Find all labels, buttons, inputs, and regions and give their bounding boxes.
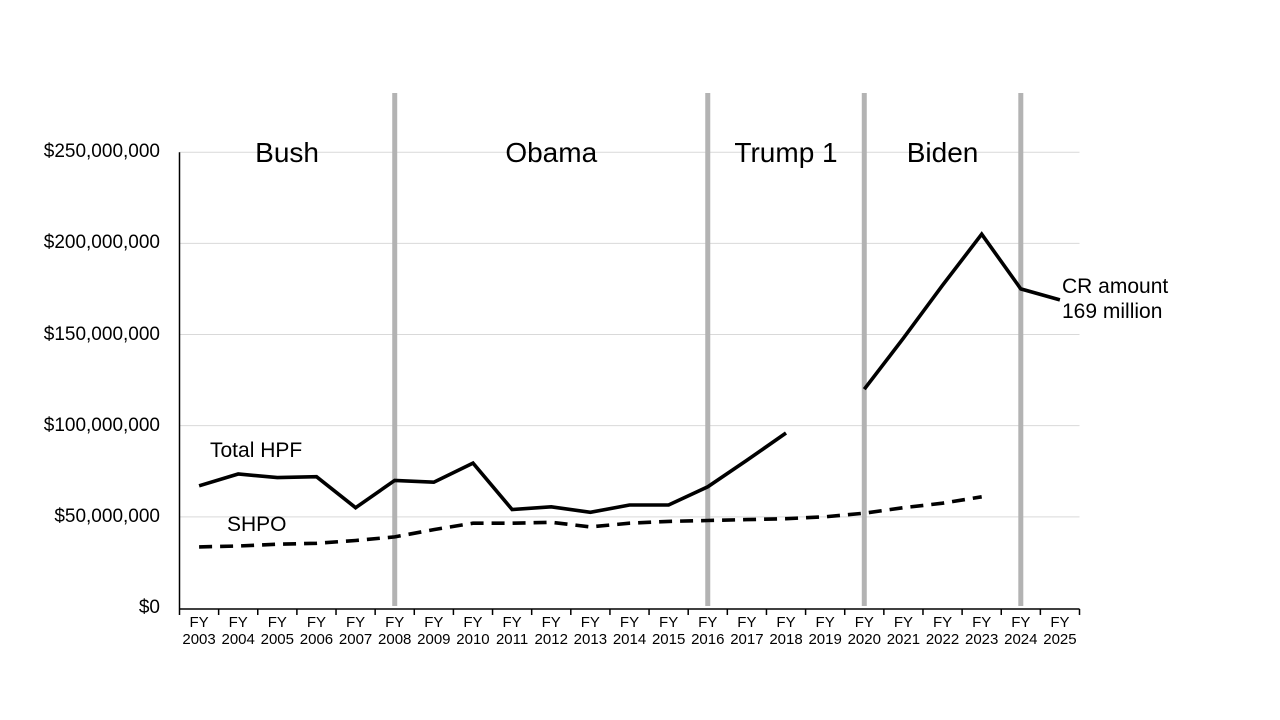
x-tick-label-year: 2004 [221,631,255,648]
x-tick-label-prefix: FY [424,614,444,631]
y-tick-label: $250,000,000 [43,141,160,163]
x-tick-label-year: 2022 [925,631,960,648]
era-label-trump-1: Trump 1 [734,137,838,168]
x-tick-label-prefix: FY [893,614,913,631]
x-tick-label: FY 2009 [417,614,450,648]
x-tick-label-prefix: FY [189,614,209,631]
x-tick-label-prefix: FY [580,614,600,631]
x-tick-label-year: 2005 [260,631,294,648]
x-tick-label-year: 2010 [456,631,490,648]
x-tick-label-prefix: FY [385,614,405,631]
x-tick-label-year: 2019 [808,631,842,648]
x-tick-label-year: 2012 [534,631,568,648]
x-tick-label: FY 2020 [848,614,881,648]
x-tick-label: FY 2006 [300,614,333,648]
x-tick-label: FY 2022 [926,614,959,648]
y-tick-label: $100,000,000 [43,414,160,436]
series-label-shpo: SHPO [227,513,287,536]
x-tick-label-prefix: FY [1050,614,1070,631]
x-tick-label-prefix: FY [737,614,757,631]
era-label-bush: Bush [255,137,320,168]
x-tick-label-prefix: FY [854,614,874,631]
x-tick-label: FY 2018 [769,614,802,648]
x-tick-label: FY 2023 [965,614,998,648]
x-tick-label-prefix: FY [463,614,483,631]
x-tick-label-prefix: FY [815,614,835,631]
x-tick-label-year: 2016 [691,631,725,648]
x-tick-label-prefix: FY [502,614,522,631]
x-tick-label: FY 2012 [535,614,568,648]
x-tick-label-year: 2011 [495,631,529,648]
x-tick-label-prefix: FY [228,614,248,631]
x-tick-label: FY 2021 [887,614,920,648]
x-tick-label-year: 2021 [886,631,921,648]
era-label-biden: Biden [906,137,979,168]
x-tick-label-year: 2007 [338,631,373,648]
x-tick-label-prefix: FY [345,614,366,631]
x-tick-label-year: 2014 [612,631,647,648]
series-line-total-hpf [198,231,1061,515]
x-tick-label-prefix: FY [659,614,679,631]
x-tick-label: FY 2011 [496,614,528,648]
x-tick-label-year: 2025 [1043,631,1077,648]
x-tick-label: FY 2008 [378,614,411,648]
x-tick-label: FY 2014 [613,614,646,648]
x-tick-label: FY 2025 [1043,614,1076,648]
x-tick-label-prefix: FY [776,614,796,631]
x-tick-label-prefix: FY [541,614,561,631]
x-tick-label-year: 2008 [378,631,412,648]
x-tick-label: FY 2024 [1004,614,1037,648]
series-label-total-hpf: Total HPF [210,439,303,462]
x-tick-label-year: 2017 [730,631,764,648]
x-tick-label: FY 2010 [456,614,489,648]
x-tick-label-year: 2015 [651,631,686,648]
x-tick-label: FY 2013 [574,614,607,648]
x-tick-label: FY 2003 [182,614,215,648]
x-tick-label-year: 2020 [847,631,881,648]
cr-annotation-line2: 169 million [1062,300,1163,323]
y-tick-label: $0 [138,597,160,618]
x-tick-label-prefix: FY [698,614,718,631]
x-tick-label: FY 2015 [652,614,685,648]
x-tick-label: FY 2017 [730,614,763,648]
era-label-obama: Obama [505,137,598,168]
cr-annotation-line1: CR amount [1062,275,1169,298]
x-tick-label-year: 2006 [299,631,334,648]
x-tick-label-year: 2009 [417,631,451,648]
x-tick-label-year: 2023 [964,631,999,648]
x-tick-label-prefix: FY [1011,614,1031,631]
x-tick-label: FY 2019 [808,614,841,648]
x-tick-label-year: 2018 [769,631,803,648]
x-tick-label-prefix: FY [932,614,953,631]
x-tick-label-prefix: FY [619,614,640,631]
x-tick-label-year: 2003 [182,631,216,648]
x-tick-label-year: 2024 [1004,631,1038,648]
series-line-shpo [199,495,982,549]
x-tick-label-prefix: FY [972,614,992,631]
y-tick-label: $50,000,000 [54,505,160,527]
y-tick-label: $200,000,000 [43,232,160,254]
x-tick-label: FY 2005 [261,614,294,648]
x-tick-label: FY 2016 [691,614,724,648]
x-tick-label: FY 2007 [339,614,372,648]
x-tick-label-prefix: FY [306,614,327,631]
y-tick-label: $150,000,000 [43,323,160,345]
cr-amount-annotation: CR amount 169 million [1062,274,1168,324]
x-tick-label: FY 2004 [222,614,255,648]
x-tick-label-year: 2013 [573,631,608,648]
x-tick-label-prefix: FY [267,614,287,631]
